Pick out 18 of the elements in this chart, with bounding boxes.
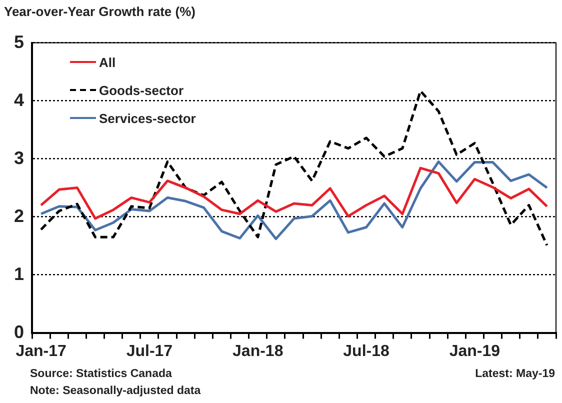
- y-tick-label: 5: [14, 32, 24, 52]
- source-note: Source: Statistics Canada: [30, 367, 172, 382]
- y-tick-label: 1: [14, 264, 24, 284]
- legend-label: Services-sector: [99, 110, 196, 126]
- x-tick-label: Jan-18: [232, 342, 284, 360]
- legend-label: All: [99, 54, 116, 70]
- text: Note: Seasonally-adjusted data: [30, 384, 201, 399]
- x-tick-label: Jan-17: [16, 342, 66, 360]
- y-tick-label: 2: [14, 206, 24, 226]
- y-tick-label: 3: [14, 148, 24, 168]
- text: Latest: May-19: [475, 367, 555, 382]
- legend-label: Goods-sector: [99, 82, 184, 98]
- y-tick-label: 0: [14, 322, 24, 342]
- y-tick-label: 4: [14, 90, 24, 110]
- x-tick-label: Jul-17: [126, 342, 173, 360]
- x-tick-label: Jan-19: [449, 342, 500, 360]
- x-tick-label: Jul-18: [343, 342, 390, 360]
- chart-title: Year-over-Year Growth rate (%): [4, 4, 196, 19]
